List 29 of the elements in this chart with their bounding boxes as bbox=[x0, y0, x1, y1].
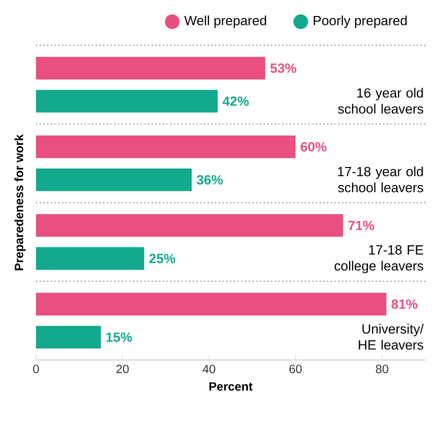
legend-label: Well prepared bbox=[184, 16, 266, 28]
data-label: 81% bbox=[392, 299, 418, 309]
data-label: 53% bbox=[270, 63, 296, 73]
bar bbox=[36, 90, 218, 113]
bar bbox=[36, 214, 344, 237]
x-tick-label: 0 bbox=[33, 364, 39, 374]
x-tick-label: 40 bbox=[202, 364, 216, 374]
bar bbox=[36, 168, 192, 192]
data-label: 42% bbox=[222, 96, 249, 106]
x-axis-title: Percent bbox=[209, 382, 253, 391]
data-label: 15% bbox=[106, 332, 132, 342]
y-axis-title: Preparedeness for work bbox=[14, 134, 26, 270]
bar bbox=[36, 326, 101, 349]
bar bbox=[36, 135, 296, 158]
data-label: 71% bbox=[348, 220, 374, 230]
y-tick-label: 16 year old school leavers bbox=[338, 88, 424, 114]
y-tick-label: 17-18 FE college leavers bbox=[334, 245, 424, 274]
data-label: 25% bbox=[149, 254, 176, 264]
x-tick-label: 60 bbox=[289, 364, 302, 374]
y-tick-label: University/ HE leavers bbox=[358, 324, 424, 350]
data-label: 60% bbox=[300, 142, 327, 152]
legend-label: Poorly prepared bbox=[314, 16, 407, 28]
data-label: 36% bbox=[196, 175, 223, 185]
bar bbox=[36, 56, 266, 80]
bar bbox=[36, 292, 386, 316]
bar bbox=[36, 247, 144, 270]
y-tick-label: 17-18 year old school leavers bbox=[338, 166, 424, 192]
x-tick-label: 80 bbox=[376, 364, 388, 374]
x-tick-label: 20 bbox=[116, 364, 129, 374]
